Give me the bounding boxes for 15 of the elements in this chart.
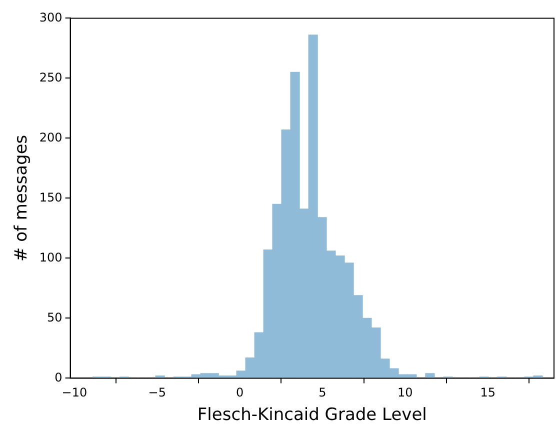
y-tick-label: 150 bbox=[39, 190, 62, 204]
x-tick-label: −10 bbox=[62, 386, 88, 400]
y-tick-label: 100 bbox=[39, 250, 62, 264]
y-tick-label: 200 bbox=[39, 130, 62, 144]
y-tick-label: 0 bbox=[54, 370, 62, 384]
x-axis-title: Flesch-Kincaid Grade Level bbox=[197, 405, 427, 426]
x-tick-label: 0 bbox=[236, 386, 244, 400]
x-tick-label: 15 bbox=[480, 386, 496, 400]
y-tick-label: 250 bbox=[39, 70, 62, 84]
y-tick-label: 300 bbox=[39, 10, 62, 24]
x-tick-label: 10 bbox=[398, 386, 413, 400]
y-tick-label: 50 bbox=[47, 310, 62, 324]
x-tick-label: 5 bbox=[318, 386, 326, 400]
y-axis-title: # of messages bbox=[12, 134, 32, 262]
x-tick-label: −5 bbox=[148, 386, 166, 400]
